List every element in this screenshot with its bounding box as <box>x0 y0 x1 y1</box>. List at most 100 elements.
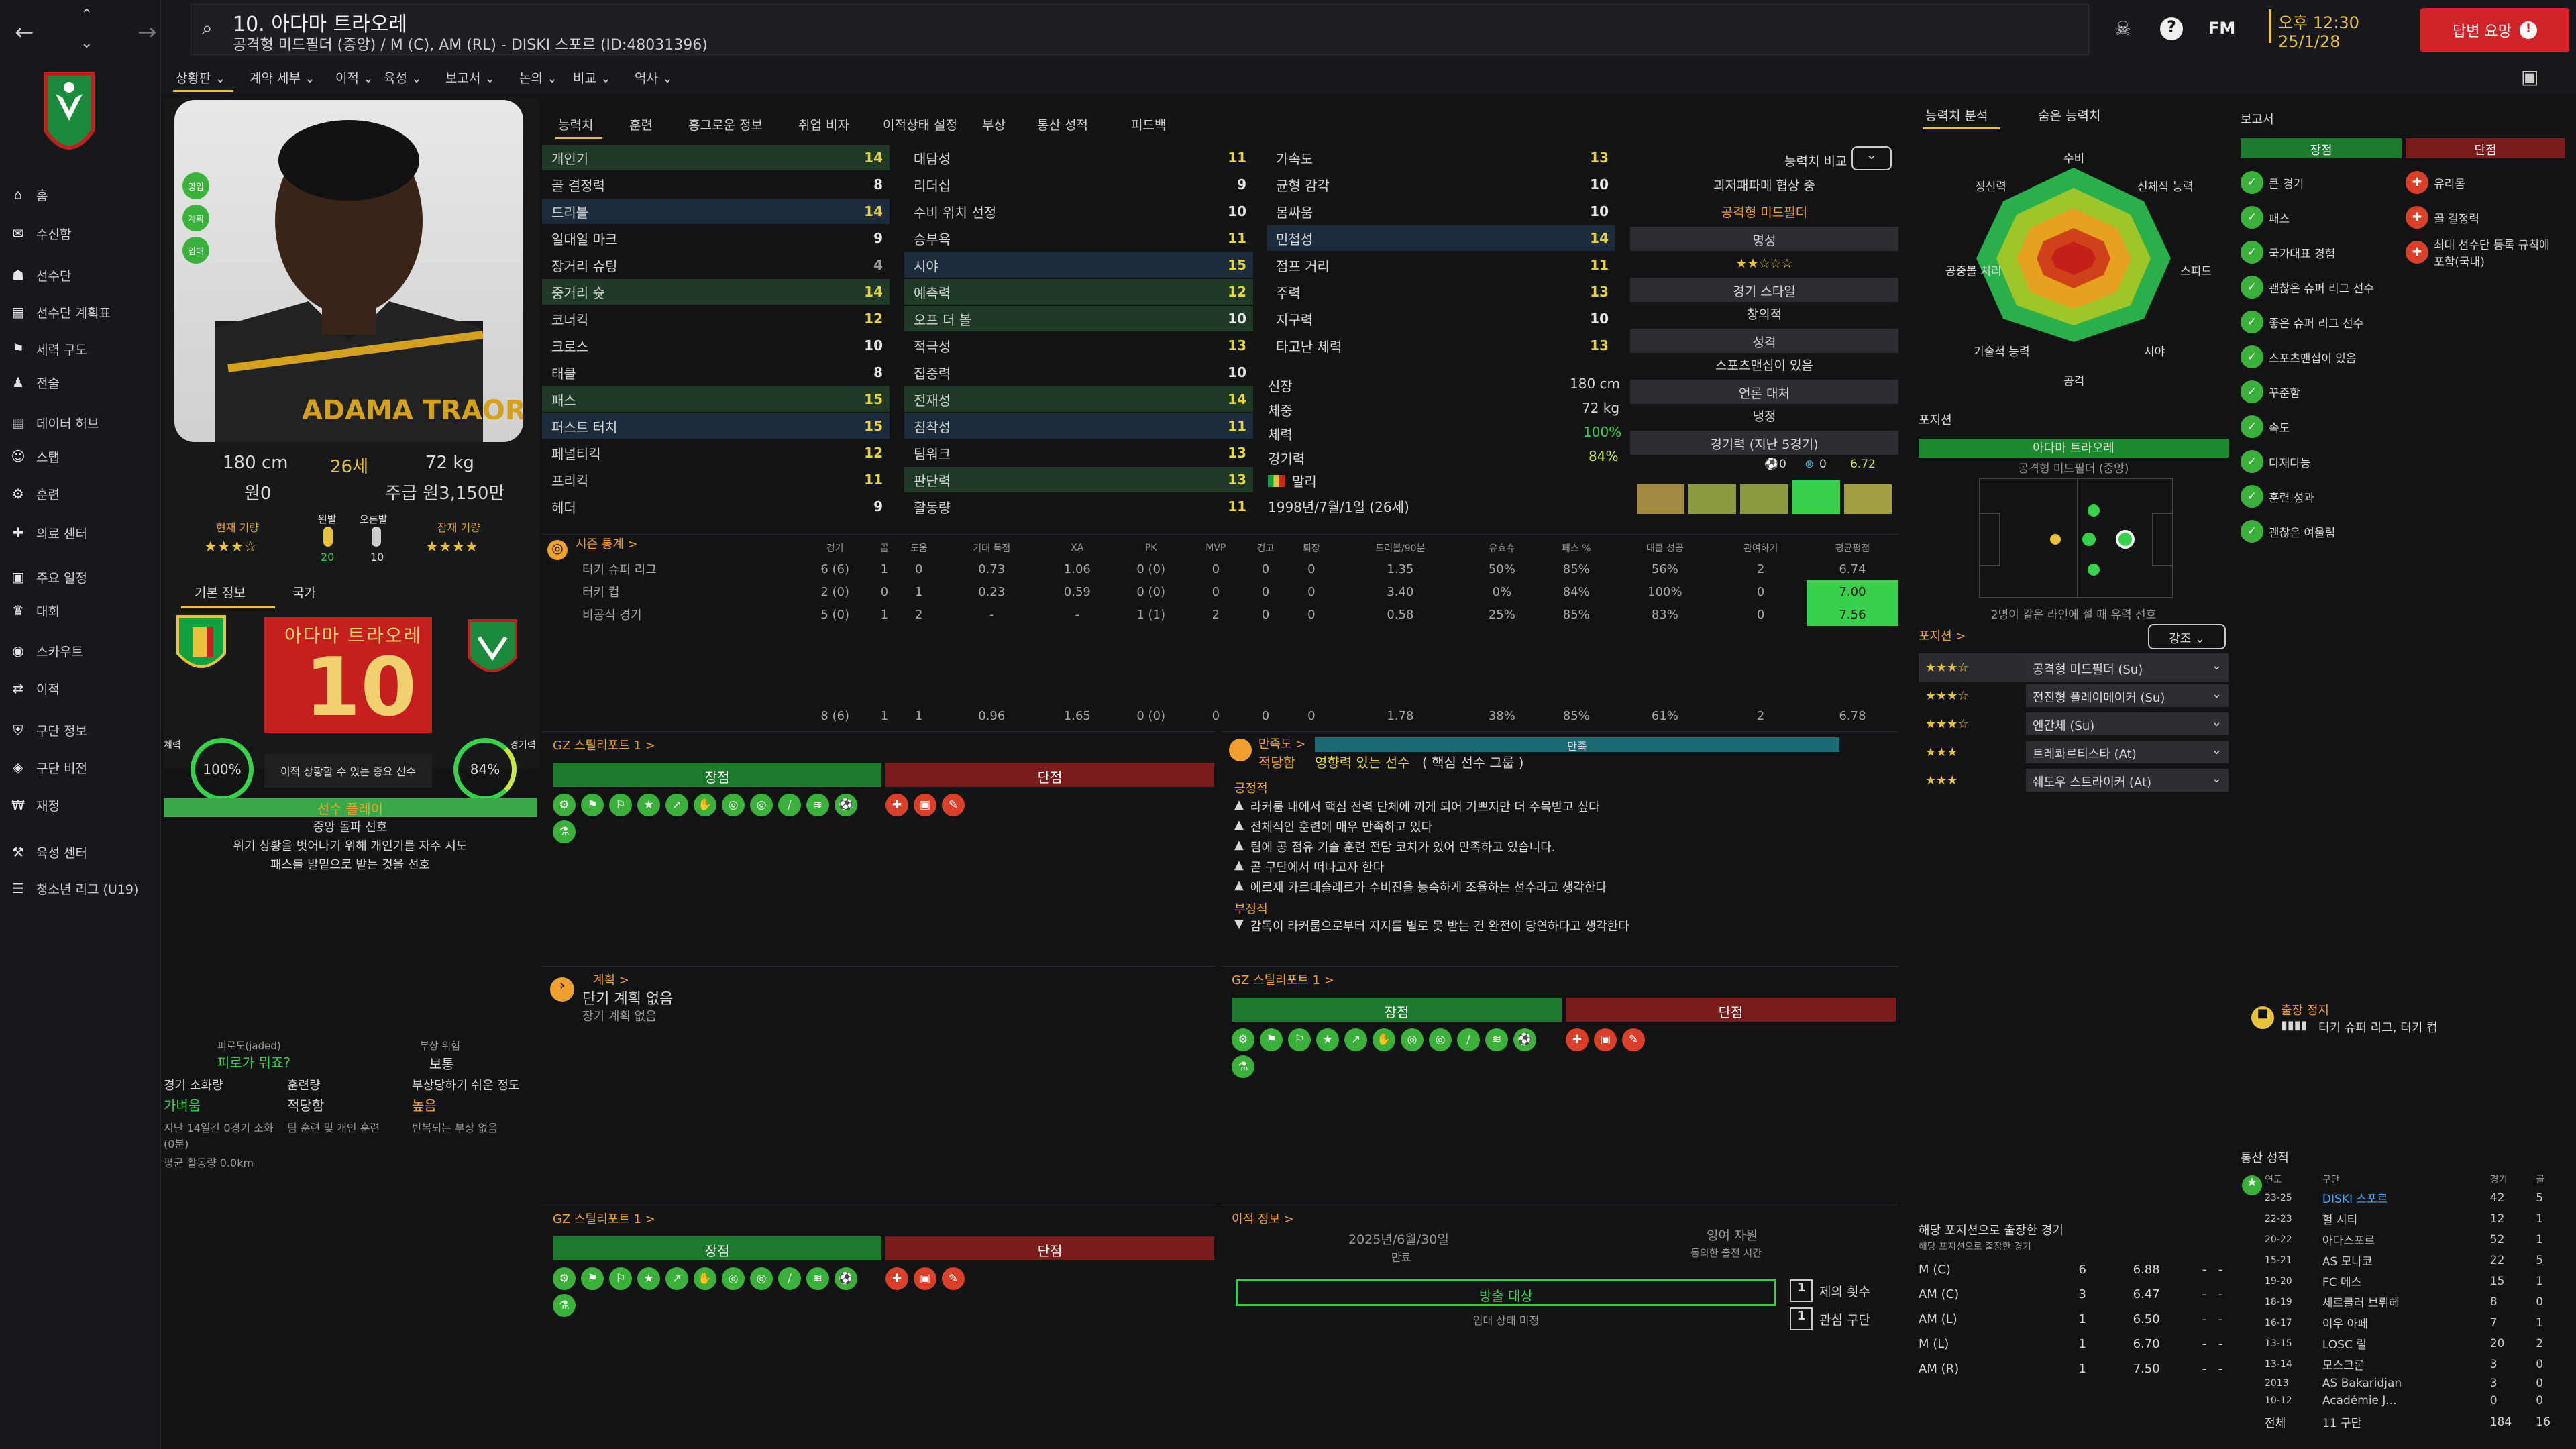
attribute-row[interactable]: 오프 더 볼 10 <box>904 306 1253 331</box>
attribute-row[interactable]: 대담성 11 <box>904 145 1253 170</box>
sport-icon[interactable]: ∕ <box>1457 1028 1480 1051</box>
highlight-dropdown[interactable]: 강조 ⌄ <box>2148 624 2226 649</box>
attribute-row[interactable]: 골 결정력 8 <box>542 172 890 197</box>
nav-item[interactable]: ☰ 청소년 리그 (U19) <box>9 875 138 902</box>
consistency-icon[interactable]: ◎ <box>722 794 745 816</box>
international-icon[interactable]: ⚐ <box>1288 1028 1311 1051</box>
skull-icon[interactable]: ☠ <box>2114 17 2132 40</box>
pace-icon[interactable]: ↗ <box>1344 1028 1367 1051</box>
report-pro-item[interactable]: ✓ 꾸준함 <box>2241 374 2402 409</box>
versatile-icon[interactable]: ✋ <box>1373 1028 1395 1051</box>
played-row[interactable]: AM (C) 3 6.47- - <box>1919 1287 2223 1301</box>
versatile-icon[interactable]: ✋ <box>694 1267 716 1290</box>
season-col[interactable]: 기대 득점 <box>973 543 1011 554</box>
injury-prone-icon[interactable]: ✚ <box>1566 1028 1589 1051</box>
finishing-icon[interactable]: ▣ <box>914 794 936 816</box>
big-match-icon[interactable]: ⚙ <box>553 1267 576 1290</box>
nav-item[interactable]: ⚑ 세력 구도 <box>9 335 87 362</box>
attribute-row[interactable]: 수비 위치 선정 10 <box>904 199 1253 224</box>
tab-radar[interactable]: 능력치 분석 <box>1925 109 1988 123</box>
superstar-icon[interactable]: ★ <box>637 1267 660 1290</box>
report-pro-item[interactable]: ✓ 훈련 성과 <box>2241 479 2402 514</box>
passing-icon[interactable]: ⚑ <box>581 1267 604 1290</box>
training-icon[interactable]: ◎ <box>750 794 773 816</box>
team-icon[interactable]: ≋ <box>1485 1028 1508 1051</box>
info-tab-basic[interactable]: 기본 정보 <box>181 576 275 608</box>
report-pro-item[interactable]: ✓ 큰 경기 <box>2241 165 2402 200</box>
nav-item[interactable]: ♛ 대회 <box>9 597 60 624</box>
nav-item[interactable]: ☺ 스탭 <box>9 443 60 470</box>
superstar-icon[interactable]: ★ <box>637 794 660 816</box>
attr-tab[interactable]: 취업 비자 <box>798 118 849 133</box>
sub-tab[interactable]: 이적 ⌄ <box>335 71 374 86</box>
season-col[interactable]: 유효슈 <box>1489 543 1515 554</box>
sub-tab[interactable]: 비교 ⌄ <box>573 71 611 86</box>
career-row[interactable]: 20-22 아다스포르 52 1 <box>2265 1232 2544 1248</box>
season-col[interactable]: 관여하기 <box>1743 543 1778 554</box>
attribute-row[interactable]: 중거리 슛 14 <box>542 279 890 305</box>
sub-tab[interactable]: 논의 ⌄ <box>519 71 557 86</box>
big-match-icon[interactable]: ⚙ <box>1232 1028 1254 1051</box>
attribute-row[interactable]: 태클 8 <box>542 360 890 385</box>
match-icon[interactable]: ⚽ <box>1513 1028 1536 1051</box>
fm-logo[interactable]: FM <box>2208 19 2236 38</box>
international-icon[interactable]: ⚐ <box>609 1267 632 1290</box>
attr-tab[interactable]: 훈련 <box>629 118 653 133</box>
report-pro-item[interactable]: ✓ 국가대표 경험 <box>2241 235 2402 270</box>
down-icon[interactable]: ⌄ <box>80 35 93 52</box>
attribute-row[interactable]: 드리블 14 <box>542 199 890 224</box>
report-pro-item[interactable]: ✓ 좋은 슈퍼 리그 선수 <box>2241 305 2402 339</box>
attr-tab[interactable]: 이적상태 설정 <box>883 118 957 133</box>
passing-icon[interactable]: ⚑ <box>581 794 604 816</box>
attr-tab[interactable]: 피드백 <box>1131 118 1167 133</box>
played-row[interactable]: AM (R) 1 7.50- - <box>1919 1362 2223 1376</box>
attribute-row[interactable]: 예측력 12 <box>904 279 1253 305</box>
search-box[interactable]: ⌕ 10. 아다마 트라오레 공격형 미드필더 (중앙) / M (C), AM… <box>191 4 2089 55</box>
season-col[interactable]: 평균평점 <box>1835 543 1870 554</box>
consistency-icon[interactable]: ◎ <box>722 1267 745 1290</box>
international-icon[interactable]: ⚐ <box>609 794 632 816</box>
role-row[interactable]: ★★★ 트레콰르티스타 (At) ⌄ <box>1919 738 2229 766</box>
season-col[interactable]: 골 <box>879 543 889 554</box>
training-icon[interactable]: ◎ <box>750 1267 773 1290</box>
attribute-row[interactable]: 몸싸움 10 <box>1267 199 1615 224</box>
nav-item[interactable]: ⛨ 구단 정보 <box>9 716 87 743</box>
offers-count[interactable]: 1 <box>1790 1279 1813 1302</box>
compare-dropdown[interactable]: ⌄ <box>1851 146 1892 170</box>
nav-item[interactable]: ☗ 선수단 <box>9 262 71 288</box>
training-icon[interactable]: ◎ <box>1429 1028 1452 1051</box>
versatile-icon[interactable]: ✋ <box>694 794 716 816</box>
season-col[interactable]: 퇴장 <box>1303 543 1320 554</box>
attr-tab[interactable]: 흥그로운 정보 <box>688 118 763 133</box>
continue-button[interactable]: 답변 요망 ! <box>2420 8 2569 52</box>
nav-item[interactable]: ⚒ 육성 센터 <box>9 839 87 865</box>
career-row[interactable]: 19-20 FC 메스 15 1 <box>2265 1274 2544 1290</box>
attribute-row[interactable]: 코너킥 12 <box>542 306 890 331</box>
season-row[interactable]: 비공식 경기 5 (0) 1 2 - - 1 (1) 2 0 0 0.58 25% 85% 83% 0 7.5… <box>542 603 1898 626</box>
played-row[interactable]: AM (L) 1 6.50- - <box>1919 1312 2223 1326</box>
report-con-item[interactable]: ✚ 유리몸 <box>2406 165 2565 200</box>
flask-icon[interactable]: ⚗ <box>1232 1055 1254 1078</box>
passing-icon[interactable]: ⚑ <box>1260 1028 1283 1051</box>
registration-icon[interactable]: ✎ <box>1622 1028 1645 1051</box>
flask-icon[interactable]: ⚗ <box>553 820 576 843</box>
attribute-row[interactable]: 장거리 슈팅 4 <box>542 252 890 278</box>
season-col[interactable]: MVP <box>1205 543 1226 553</box>
nav-item[interactable]: ▤ 선수단 계획표 <box>9 299 111 325</box>
match-icon[interactable]: ⚽ <box>835 794 857 816</box>
pace-icon[interactable]: ↗ <box>665 794 688 816</box>
career-row[interactable]: 10-12 Académie J... 0 0 <box>2265 1394 2544 1407</box>
season-row[interactable]: 터키 슈퍼 리그 6 (6) 1 0 0.73 1.06 0 (0) 0 0 0 1.35 50% 85… <box>542 557 1898 580</box>
interested-count[interactable]: 1 <box>1790 1307 1813 1330</box>
season-col[interactable]: 경고 <box>1256 543 1275 554</box>
flask-icon[interactable]: ⚗ <box>553 1294 576 1317</box>
team-icon[interactable]: ≋ <box>806 794 829 816</box>
report-con-item[interactable]: ✚ 최대 선수단 등록 규칙에 포함(국내) <box>2406 235 2565 270</box>
report-pro-item[interactable]: ✓ 스포츠맨십이 있음 <box>2241 339 2402 374</box>
career-row[interactable]: 2013 AS Bakaridjan 3 0 <box>2265 1377 2544 1390</box>
career-row[interactable]: 13-14 모스크론 3 0 <box>2265 1357 2544 1373</box>
sub-tab[interactable]: 계약 세부 ⌄ <box>250 71 315 86</box>
attribute-row[interactable]: 침착성 11 <box>904 413 1253 439</box>
attribute-row[interactable]: 일대일 마크 9 <box>542 225 890 251</box>
match-icon[interactable]: ⚽ <box>835 1267 857 1290</box>
